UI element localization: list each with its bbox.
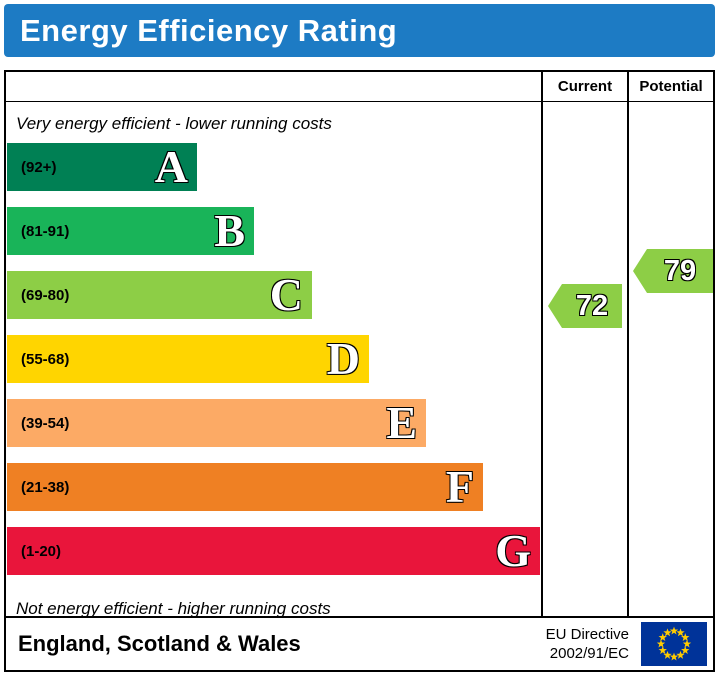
band-range-label: (69-80) <box>21 286 70 304</box>
eu-flag-icon <box>641 622 707 666</box>
band-range-label: (39-54) <box>21 414 70 432</box>
chart-column-header-spacer <box>6 72 541 101</box>
chart-body: Very energy efficient - lower running co… <box>6 102 713 618</box>
footer: England, Scotland & Wales EU Directive 2… <box>6 616 713 670</box>
band-row-e: (39-54) E <box>7 399 426 447</box>
band-range-label: (55-68) <box>21 350 70 368</box>
band-row-c: (69-80) C <box>7 271 312 319</box>
eu-directive-label: EU Directive 2002/91/EC <box>546 625 629 664</box>
band-letter: G <box>495 525 531 576</box>
band-letter: F <box>445 461 474 512</box>
band-letter: E <box>386 397 417 448</box>
chart-frame: Current Potential Very energy efficient … <box>4 70 715 672</box>
eu-directive-line1: EU Directive <box>545 625 629 643</box>
band-row-a: (92+) A <box>7 143 197 191</box>
band-row-f: (21-38) F <box>7 463 483 511</box>
band-row-g: (1-20) G <box>7 527 540 575</box>
band-range-label: (92+) <box>21 158 57 176</box>
band-range-label: (1-20) <box>21 542 62 560</box>
potential-rating-value: 79 <box>663 254 697 287</box>
potential-column: 79 <box>627 102 713 616</box>
band-letter: D <box>326 333 360 384</box>
band-row-b: (81-91) B <box>7 207 254 255</box>
current-column: 72 <box>541 102 627 616</box>
title-banner: Energy Efficiency Rating <box>4 4 715 57</box>
eu-flag-stars <box>656 626 692 661</box>
current-rating-arrow: 72 <box>548 284 622 328</box>
top-note: Very energy efficient - lower running co… <box>16 114 332 133</box>
band-range-label: (21-38) <box>21 478 70 496</box>
bands-column: Very energy efficient - lower running co… <box>6 102 541 618</box>
eu-directive-line2: 2002/91/EC <box>549 645 629 662</box>
region-label: England, Scotland & Wales <box>18 631 301 656</box>
current-rating-value: 72 <box>575 289 609 322</box>
band-row-d: (55-68) D <box>7 335 369 383</box>
current-column-header: Current <box>541 72 627 101</box>
column-header-row: Current Potential <box>6 72 713 102</box>
band-letter: C <box>269 269 303 320</box>
potential-column-header: Potential <box>627 72 713 101</box>
band-letter: A <box>154 141 188 192</box>
bands: (92+) A (81-91) B (69-80) C (55-68) D (39-54) E (2… <box>6 143 541 575</box>
bottom-note: Not energy efficient - higher running co… <box>16 599 331 618</box>
band-letter: B <box>214 205 245 256</box>
page-title: Energy Efficiency Rating <box>20 12 398 48</box>
band-range-label: (81-91) <box>21 222 70 240</box>
potential-rating-arrow: 79 <box>633 249 713 293</box>
